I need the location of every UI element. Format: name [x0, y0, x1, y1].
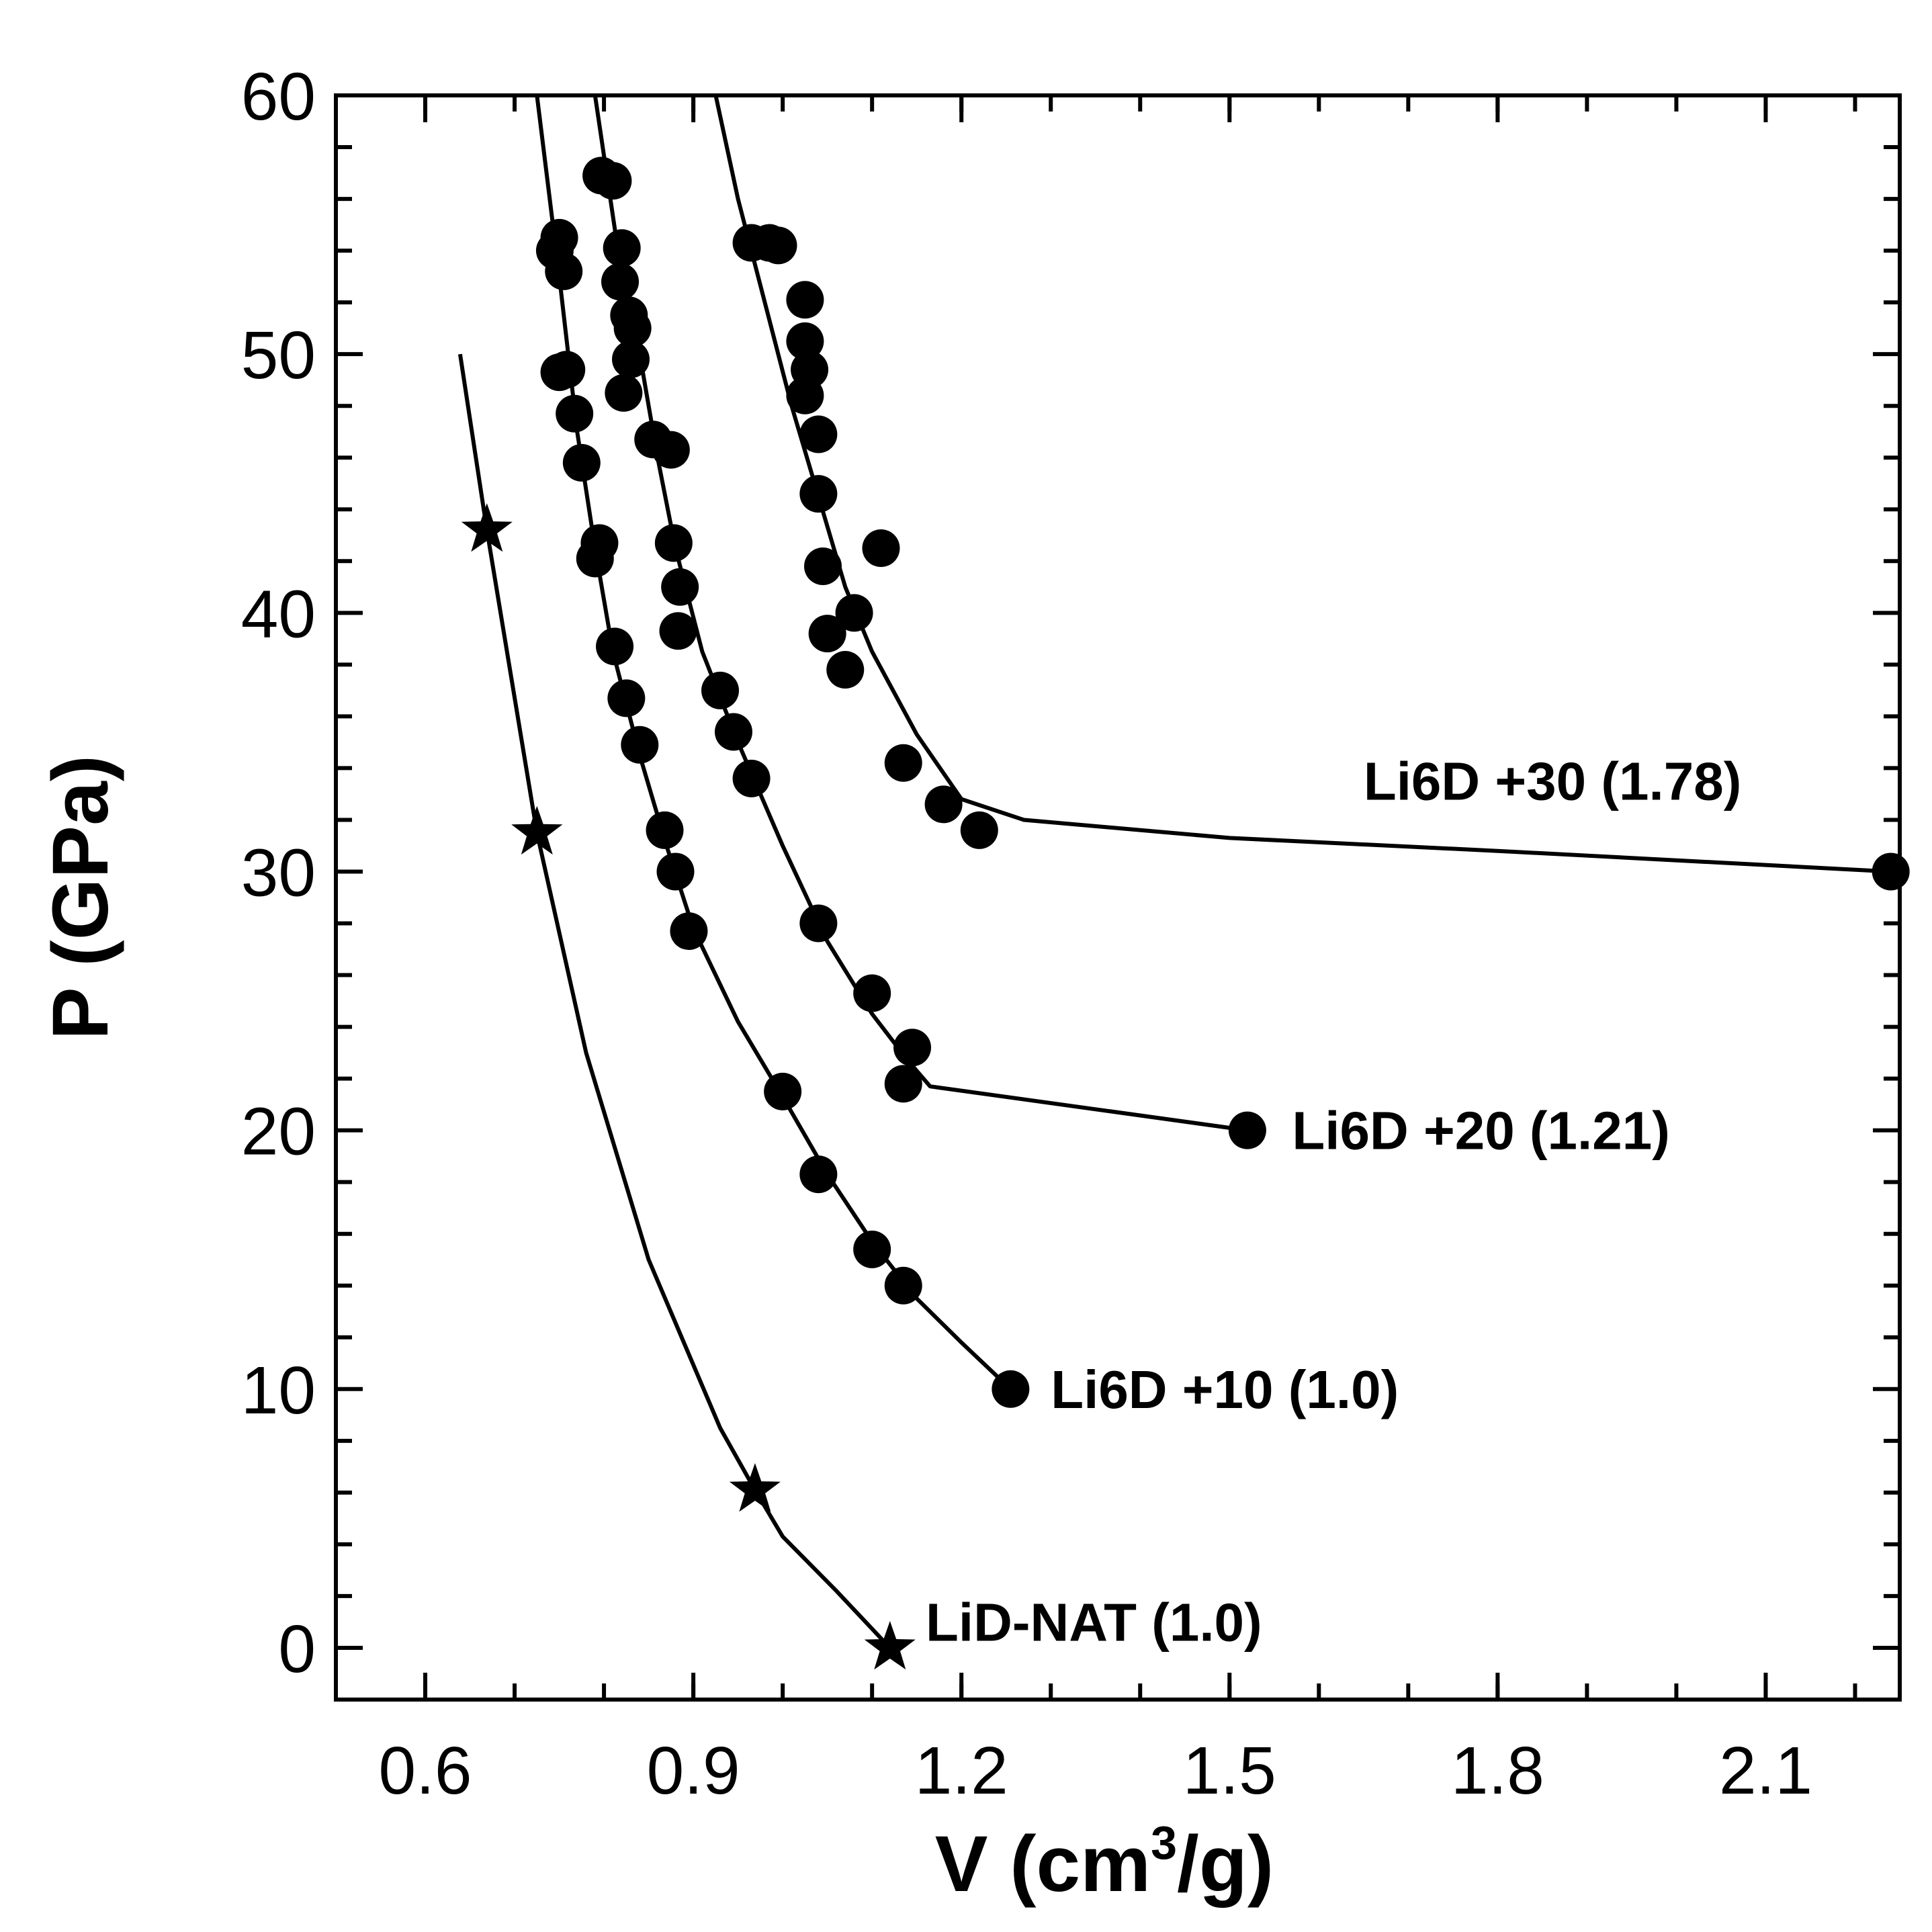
circle-marker — [670, 912, 708, 951]
circle-marker — [732, 759, 771, 797]
circle-marker — [661, 568, 699, 606]
circle-marker — [884, 744, 922, 782]
x-tick-label: 1.2 — [915, 1733, 1008, 1808]
circle-marker — [799, 415, 838, 453]
circle-marker — [786, 281, 824, 319]
y-tick-label: 50 — [241, 318, 316, 393]
y-tick-label: 40 — [241, 576, 316, 652]
circle-marker — [799, 904, 838, 942]
circle-marker — [603, 229, 641, 267]
series-labels: Li6D +30 (1.78) Li6D +20 (1.21) Li6D +10 (… — [926, 752, 1741, 1653]
circle-marker — [540, 218, 578, 257]
circle-marker — [545, 252, 583, 290]
circle-marker — [826, 651, 865, 689]
data-markers — [461, 157, 1910, 1670]
y-tick-label: 60 — [241, 59, 316, 134]
circle-marker — [759, 226, 797, 265]
star-marker — [511, 805, 563, 855]
circle-marker — [562, 443, 601, 482]
plot-frame — [334, 93, 1902, 1702]
circle-marker — [786, 376, 824, 414]
circle-marker — [605, 374, 643, 412]
circle-marker — [1872, 852, 1910, 891]
circle-marker — [652, 431, 690, 469]
circle-marker — [893, 1028, 932, 1067]
circle-marker — [596, 627, 634, 666]
x-axis-title-end: /g) — [1177, 1820, 1274, 1908]
circle-marker — [556, 394, 594, 433]
circle-marker — [853, 974, 891, 1012]
star-marker — [461, 503, 513, 552]
axis-ticks: 0.6 0.9 1.2 1.5 1.8 2.1 0 10 20 30 40 50 60 — [241, 59, 1900, 1808]
circle-marker — [607, 679, 646, 717]
y-tick-label: 10 — [241, 1353, 316, 1428]
circle-marker — [601, 263, 640, 301]
circle-marker — [621, 726, 659, 764]
circle-marker — [924, 785, 963, 824]
x-axis-title: V (cm3/g) — [935, 1816, 1274, 1908]
x-tick-label: 1.8 — [1451, 1733, 1544, 1808]
circle-marker — [594, 162, 632, 200]
curve-lid-nat-1-0 — [457, 353, 891, 1650]
circle-marker — [786, 322, 824, 360]
circle-marker — [799, 1155, 838, 1194]
circle-marker — [547, 351, 586, 389]
circle-marker — [576, 539, 614, 578]
y-axis-title: P (GPa) — [36, 755, 125, 1040]
y-tick-label: 20 — [241, 1094, 316, 1170]
circle-marker — [862, 529, 900, 568]
x-tick-label: 2.1 — [1719, 1733, 1812, 1808]
star-marker — [864, 1621, 916, 1670]
circle-marker — [613, 309, 652, 347]
series-label-li6d-10-1-0: Li6D +10 (1.0) — [1051, 1360, 1399, 1419]
x-tick-label: 1.5 — [1183, 1733, 1276, 1808]
y-tick-label: 30 — [241, 835, 316, 910]
circle-marker — [884, 1065, 922, 1103]
circle-marker — [853, 1230, 891, 1268]
circle-marker — [646, 811, 684, 849]
series-label-lid-nat-1-0: LiD-NAT (1.0) — [926, 1592, 1262, 1652]
circle-marker — [611, 340, 650, 378]
circle-marker — [960, 811, 998, 849]
circle-marker — [701, 671, 740, 709]
y-tick-label: 0 — [278, 1612, 316, 1687]
circle-marker — [656, 852, 695, 891]
x-tick-label: 0.6 — [379, 1733, 472, 1808]
circle-marker — [799, 475, 838, 513]
circle-marker — [884, 1266, 922, 1305]
circle-marker — [714, 713, 752, 751]
star-marker — [729, 1463, 781, 1512]
curve-li6d-30-1-78 — [713, 95, 1891, 874]
circle-marker — [764, 1072, 802, 1110]
circle-marker — [659, 612, 697, 650]
x-axis-title-superscript: 3 — [1151, 1816, 1177, 1869]
curve-li6d-20-1-21 — [592, 95, 1248, 1133]
circle-marker — [804, 547, 842, 585]
x-axis-title-main: V (cm — [935, 1820, 1151, 1908]
x-tick-label: 0.9 — [647, 1733, 740, 1808]
circle-marker — [835, 594, 873, 632]
circle-marker — [654, 524, 693, 562]
circle-marker — [808, 615, 846, 653]
circle-marker — [992, 1370, 1030, 1408]
series-label-li6d-30-1-78: Li6D +30 (1.78) — [1364, 752, 1742, 811]
series-label-li6d-20-1-21: Li6D +20 (1.21) — [1292, 1101, 1670, 1161]
circle-marker — [1228, 1111, 1266, 1149]
